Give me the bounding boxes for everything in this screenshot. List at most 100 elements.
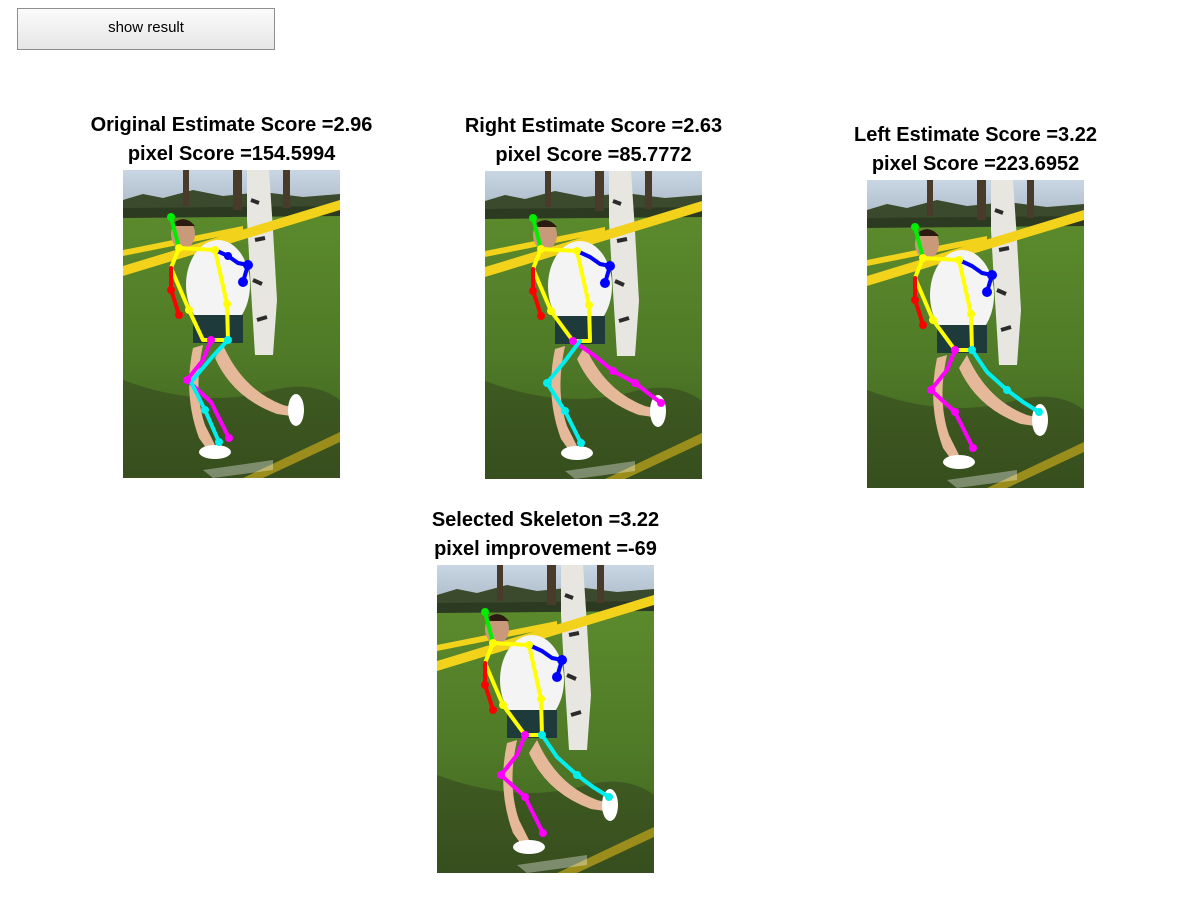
joint [605, 261, 615, 271]
joint [577, 439, 585, 447]
joint [207, 336, 215, 344]
joint [224, 252, 232, 260]
joint [987, 270, 997, 280]
pose-image [485, 171, 702, 479]
joint [927, 386, 935, 394]
head-segment [531, 216, 543, 251]
joint [967, 310, 975, 318]
right-arm-segment [575, 249, 612, 285]
joint [537, 312, 545, 320]
head-segment [483, 610, 495, 645]
joint [569, 337, 577, 345]
left-arm-segment [169, 266, 181, 317]
panel-right-estimate: Right Estimate Score =2.63 pixel Score =… [465, 112, 722, 480]
panel-left-estimate: Left Estimate Score =3.22 pixel Score =2… [854, 121, 1097, 489]
joint [573, 771, 581, 779]
pose-image [437, 565, 654, 873]
joint [543, 379, 551, 387]
joint [167, 213, 175, 221]
joint-markers [529, 214, 665, 447]
joint [537, 245, 545, 253]
joint [573, 247, 581, 255]
left-arm-segment [483, 661, 495, 712]
joint [529, 287, 537, 295]
joint [225, 434, 233, 442]
joint [215, 438, 223, 446]
joint [1003, 386, 1011, 394]
joint [951, 346, 959, 354]
joint [481, 608, 489, 616]
panel-title: Selected Skeleton =3.22 pixel improvemen… [337, 506, 754, 564]
joint [185, 306, 193, 314]
head-segment [169, 215, 181, 250]
joint [547, 307, 555, 315]
joint [539, 829, 547, 837]
joint [919, 254, 927, 262]
joint [969, 444, 977, 452]
right-arm-segment [957, 258, 994, 294]
joint [489, 639, 497, 647]
pixel-score-label: pixel Score =223.6952 [871, 153, 1080, 175]
joint [537, 695, 545, 703]
joint [223, 300, 231, 308]
torso-segment [169, 246, 230, 342]
joint [521, 731, 529, 739]
selected-score-label: Selected Skeleton =3.22 [431, 509, 660, 531]
joint [609, 367, 617, 375]
joint [600, 278, 610, 288]
estimate-score-label: Left Estimate Score =3.22 [854, 124, 1097, 146]
panel-title: Original Estimate Score =2.96 pixel Scor… [23, 111, 440, 169]
joint [183, 376, 191, 384]
joint [982, 287, 992, 297]
joint [525, 641, 533, 649]
joint [585, 301, 593, 309]
joint [211, 246, 219, 254]
joint [167, 286, 175, 294]
joint [175, 311, 183, 319]
joint [631, 379, 639, 387]
torso-segment [913, 256, 974, 352]
joint [497, 771, 505, 779]
joint [552, 672, 562, 682]
joint [201, 406, 209, 414]
estimate-score-label: Right Estimate Score =2.63 [464, 115, 723, 137]
head-segment [913, 225, 925, 260]
pixel-score-label: pixel Score =85.7772 [495, 144, 692, 166]
pose-image [867, 180, 1084, 488]
joint [243, 260, 253, 270]
pixel-score-label: pixel Score =154.5994 [127, 143, 336, 165]
joint [955, 256, 963, 264]
leg-b-segment [189, 338, 230, 444]
joint [521, 793, 529, 801]
right-arm-segment [527, 643, 564, 679]
joint [657, 399, 665, 407]
panel-original-estimate: Original Estimate Score =2.96 pixel Scor… [91, 111, 372, 479]
panel-title: Left Estimate Score =3.22 pixel Score =2… [767, 121, 1184, 179]
joint-markers [911, 223, 1043, 452]
joint [968, 346, 976, 354]
joint [224, 336, 232, 344]
torso-segment [483, 641, 544, 737]
joint [238, 277, 248, 287]
joint [561, 407, 569, 415]
joint [929, 316, 937, 324]
right-arm-segment [213, 248, 250, 284]
estimate-score-label: Original Estimate Score =2.96 [90, 114, 373, 136]
panel-title: Right Estimate Score =2.63 pixel Score =… [385, 112, 802, 170]
joint-markers [481, 608, 613, 837]
joint [1035, 408, 1043, 416]
joint [499, 701, 507, 709]
joint [538, 731, 546, 739]
joint [919, 321, 927, 329]
joint [911, 223, 919, 231]
panel-selected-skeleton: Selected Skeleton =3.22 pixel improvemen… [432, 506, 659, 874]
show-result-button[interactable]: show result [17, 8, 275, 50]
joint [175, 244, 183, 252]
joint [605, 793, 613, 801]
left-arm-segment [913, 276, 925, 327]
left-arm-segment [531, 267, 543, 318]
joint [951, 408, 959, 416]
pixel-improvement-label: pixel improvement =-69 [434, 538, 657, 560]
joint [529, 214, 537, 222]
joint [557, 655, 567, 665]
